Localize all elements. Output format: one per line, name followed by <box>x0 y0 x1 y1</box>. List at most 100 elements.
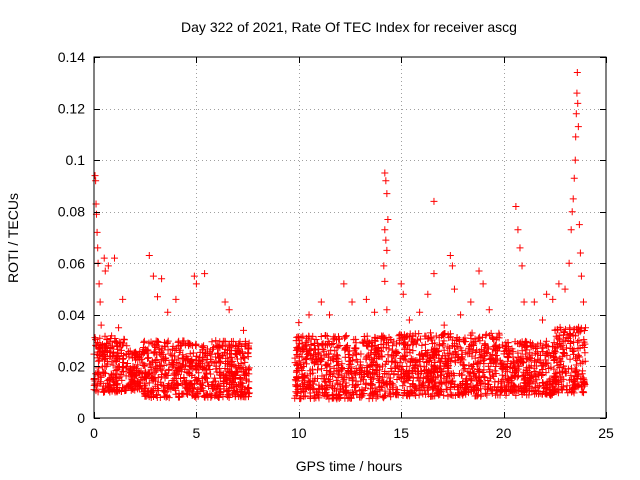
data-point <box>373 354 381 362</box>
data-point <box>455 391 463 399</box>
data-point <box>299 373 307 381</box>
data-point <box>366 385 374 393</box>
data-point <box>574 99 582 107</box>
data-point <box>134 361 142 369</box>
data-point <box>382 177 390 185</box>
data-point <box>98 385 106 393</box>
data-point <box>112 338 120 346</box>
data-point <box>307 335 315 343</box>
data-point <box>557 358 565 366</box>
data-point <box>381 387 389 395</box>
data-point <box>362 295 370 303</box>
data-point <box>182 380 190 388</box>
data-point <box>432 387 440 395</box>
data-point <box>580 338 588 346</box>
data-point <box>299 363 307 371</box>
data-point <box>324 360 332 368</box>
data-point <box>183 368 191 376</box>
data-points <box>90 68 590 403</box>
data-point <box>204 361 212 369</box>
data-point <box>341 346 349 354</box>
data-point <box>163 393 171 401</box>
data-point <box>317 333 325 341</box>
data-point <box>113 366 121 374</box>
data-point <box>151 342 159 350</box>
data-point <box>310 359 318 367</box>
data-point <box>381 277 389 285</box>
data-point <box>411 330 419 338</box>
data-point <box>208 358 216 366</box>
y-tick-label: 0.14 <box>58 49 85 65</box>
data-point <box>317 298 325 306</box>
data-point <box>193 352 201 360</box>
data-point <box>229 357 237 365</box>
x-tick-label: 5 <box>193 425 201 441</box>
data-point <box>439 331 447 339</box>
data-point <box>566 330 574 338</box>
data-point <box>215 354 223 362</box>
data-point <box>334 367 342 375</box>
data-point <box>451 349 459 357</box>
data-point <box>505 387 513 395</box>
data-point <box>395 336 403 344</box>
data-point <box>367 373 375 381</box>
data-point <box>426 376 434 384</box>
data-point <box>92 177 100 185</box>
data-point <box>383 190 391 198</box>
data-point <box>137 367 145 375</box>
data-point <box>149 358 157 366</box>
data-point <box>343 342 351 350</box>
data-point <box>538 362 546 370</box>
data-point <box>158 275 166 283</box>
data-point <box>344 366 352 374</box>
data-point <box>161 355 169 363</box>
data-point <box>460 366 468 374</box>
data-point <box>132 354 140 362</box>
data-point <box>503 368 511 376</box>
data-point <box>402 332 410 340</box>
data-point <box>573 356 581 364</box>
data-point <box>209 345 217 353</box>
data-point <box>95 356 103 364</box>
data-point <box>140 348 148 356</box>
data-point <box>106 334 114 342</box>
data-point <box>487 329 495 337</box>
data-point <box>385 333 393 341</box>
data-point <box>340 375 348 383</box>
data-point <box>480 347 488 355</box>
data-point <box>238 387 246 395</box>
data-point <box>350 369 358 377</box>
data-point <box>515 362 523 370</box>
data-point <box>147 364 155 372</box>
data-point <box>180 373 188 381</box>
data-point <box>576 249 584 257</box>
data-point <box>413 336 421 344</box>
data-point <box>303 354 311 362</box>
data-point <box>133 385 141 393</box>
data-point <box>113 342 121 350</box>
data-point <box>212 362 220 370</box>
data-point <box>131 372 139 380</box>
data-point <box>318 365 326 373</box>
data-point <box>543 350 551 358</box>
data-point <box>420 379 428 387</box>
data-point <box>325 395 333 403</box>
data-point <box>109 361 117 369</box>
data-point <box>484 376 492 384</box>
data-point <box>429 369 437 377</box>
data-point <box>568 208 576 216</box>
data-point <box>402 368 410 376</box>
data-point <box>334 379 342 387</box>
data-point <box>241 354 249 362</box>
data-point <box>403 391 411 399</box>
data-point <box>360 332 368 340</box>
data-point <box>362 379 370 387</box>
data-point <box>411 387 419 395</box>
data-point <box>485 306 493 314</box>
y-tick-label: 0.02 <box>58 358 85 374</box>
data-point <box>338 366 346 374</box>
data-point <box>187 357 195 365</box>
data-point <box>166 350 174 358</box>
data-point <box>489 345 497 353</box>
data-point <box>560 331 568 339</box>
